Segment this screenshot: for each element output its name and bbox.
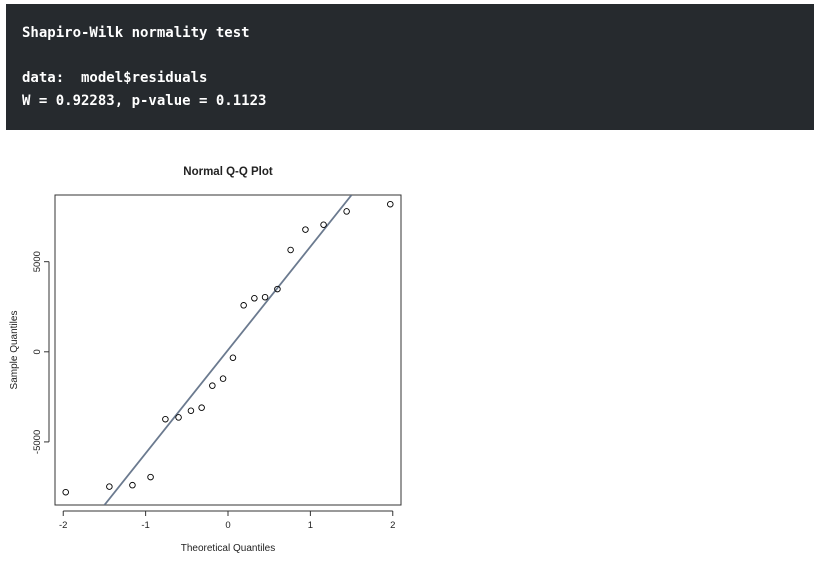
x-tick-label: -1	[141, 520, 149, 531]
data-point	[209, 382, 216, 389]
y-tick-label: 5000	[32, 251, 43, 272]
data-point	[198, 404, 205, 411]
data-point	[129, 481, 136, 489]
data-point	[187, 407, 195, 414]
data-point	[302, 226, 309, 233]
chart-title: Normal Q-Q Plot	[183, 166, 273, 178]
console-output: Shapiro-Wilk normality test data: model$…	[6, 4, 814, 130]
data-point	[106, 483, 113, 490]
data-point	[175, 414, 182, 421]
data-point	[62, 488, 69, 496]
y-tick-label: -5000	[32, 430, 43, 454]
data-point	[229, 354, 237, 361]
data-point	[287, 246, 294, 254]
data-point	[343, 208, 350, 215]
data-point	[162, 415, 169, 423]
reference-line	[103, 195, 353, 505]
data-point	[387, 200, 394, 208]
data-point	[261, 293, 269, 301]
x-tick-label: 2	[390, 520, 395, 531]
x-axis-label: Theoretical Quantiles	[181, 543, 276, 554]
y-tick-label: 0	[32, 349, 43, 354]
data-point	[147, 473, 154, 481]
x-tick-label: -2	[59, 520, 67, 531]
x-axis: -2 -1 0 1 2	[59, 510, 395, 531]
data-line: data: model$residuals	[22, 70, 208, 86]
x-tick-label: 1	[308, 520, 313, 531]
reference-line-group	[103, 195, 353, 505]
y-axis-label: Sample Quantiles	[9, 311, 20, 390]
data-point	[251, 295, 258, 302]
points-group	[62, 200, 394, 496]
y-axis: -5000 0 5000	[32, 251, 50, 454]
test-title: Shapiro-Wilk normality test	[22, 25, 250, 41]
qq-plot-svg: Normal Q-Q Plot Theoretical Quantiles Sa…	[9, 166, 402, 554]
plot-frame	[54, 194, 402, 506]
x-tick-label: 0	[225, 520, 230, 531]
qq-plot: Normal Q-Q Plot Theoretical Quantiles Sa…	[0, 150, 480, 570]
data-point	[274, 285, 281, 293]
data-point	[240, 302, 247, 309]
result-line: W = 0.92283, p-value = 0.1123	[22, 93, 267, 109]
data-point	[219, 375, 227, 382]
data-point	[320, 221, 327, 228]
